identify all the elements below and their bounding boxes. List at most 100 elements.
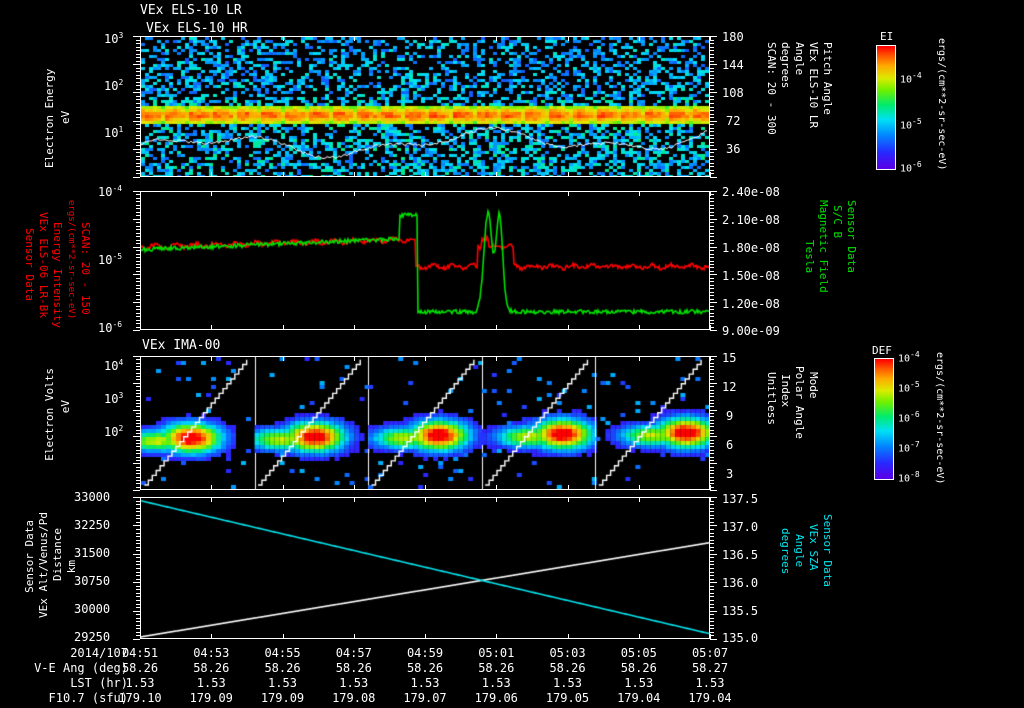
footer-time-7: 05:05 bbox=[620, 646, 657, 660]
panel2-xtick bbox=[211, 325, 212, 330]
panel1-y2tick-3: 72 bbox=[726, 114, 741, 128]
panel4-tick bbox=[136, 543, 140, 545]
panel4-tick bbox=[136, 628, 140, 630]
panel1-ytick-1: 102 bbox=[104, 78, 124, 93]
panel4-tick bbox=[136, 504, 140, 506]
footer-lst-8: 1.53 bbox=[695, 676, 725, 690]
panel2-tick bbox=[710, 281, 714, 283]
panel3-tick bbox=[710, 490, 717, 491]
panel3-tick bbox=[710, 372, 714, 374]
panel4-tick bbox=[710, 639, 717, 640]
panel1-y2tick-0: 180 bbox=[722, 30, 744, 44]
panel1-xtick bbox=[211, 36, 212, 41]
panel2-tick bbox=[710, 270, 714, 272]
panel3-tick bbox=[136, 423, 140, 424]
panel4-tick bbox=[710, 578, 714, 580]
panel2-tick bbox=[136, 277, 140, 279]
panel4-xtick bbox=[568, 497, 569, 502]
panel4-plot-area[interactable] bbox=[140, 497, 710, 639]
footer-lst-6: 1.53 bbox=[553, 676, 582, 690]
panel1-xtick bbox=[425, 36, 426, 41]
panel2-right-axis-label-2: S/C B bbox=[831, 205, 844, 239]
panel2-xtick bbox=[211, 191, 212, 196]
panel2-tick bbox=[136, 229, 140, 231]
panel3-y2tick-1: 12 bbox=[722, 380, 737, 394]
panel1-xtick bbox=[211, 172, 212, 177]
panel2-tick bbox=[710, 263, 714, 265]
panel4-tick bbox=[710, 628, 714, 630]
footer-lst-5: 1.53 bbox=[481, 676, 511, 690]
panel1-tick bbox=[710, 159, 714, 161]
panel2-y2tick-1: 2.10e-08 bbox=[722, 213, 780, 227]
panel3-tick bbox=[710, 479, 714, 481]
panel2-tick bbox=[136, 260, 140, 262]
panel3-tick bbox=[136, 459, 140, 461]
panel4-tick bbox=[136, 571, 140, 573]
panel3-tick bbox=[710, 459, 714, 461]
panel3-tick bbox=[136, 416, 140, 418]
panel4-tick bbox=[710, 635, 714, 637]
panel1-tick bbox=[710, 92, 717, 94]
panel4-tick bbox=[136, 514, 140, 516]
panel3-xtick bbox=[568, 356, 569, 361]
panel2-tick bbox=[136, 236, 140, 238]
panel1-tick bbox=[136, 74, 140, 76]
panel4-tick bbox=[710, 624, 714, 626]
footer-f107-7: 179.04 bbox=[617, 691, 661, 705]
panel3-tick bbox=[136, 443, 140, 445]
panel1-tick bbox=[136, 169, 140, 171]
panel3-left-axis-label: Electron Volts bbox=[43, 368, 56, 461]
panel1-right-axis-label-2: VEx ELS-10 LR bbox=[807, 42, 820, 129]
panel2-plot-area[interactable] bbox=[140, 191, 710, 330]
footer-lst-1: 1.53 bbox=[196, 676, 226, 690]
panel3-tick bbox=[710, 466, 714, 468]
panel2-tick bbox=[136, 253, 140, 255]
panel1-tick bbox=[710, 67, 714, 69]
panel2-tick bbox=[710, 284, 714, 286]
panel1-tick bbox=[710, 57, 714, 59]
panel3-plot-area[interactable] bbox=[140, 356, 710, 490]
panel4-tick bbox=[710, 525, 717, 527]
panel3-y2tick-3: 6 bbox=[726, 438, 734, 452]
panel3-tick bbox=[136, 469, 140, 471]
panel2-xtick bbox=[496, 191, 497, 196]
panel3-ytick-2: 102 bbox=[104, 424, 124, 439]
panel4-tick bbox=[136, 631, 140, 633]
panel4-tick bbox=[136, 528, 140, 530]
panel4-xtick bbox=[354, 497, 355, 502]
panel3-tick bbox=[136, 359, 140, 361]
els-spectrogram-canvas bbox=[141, 37, 709, 176]
panel4-y2tick-5: 135.0 bbox=[722, 631, 759, 645]
panel3-tick bbox=[136, 366, 140, 368]
panel3-xtick bbox=[496, 356, 497, 361]
panel3-xtick bbox=[211, 356, 212, 361]
panel4-tick bbox=[710, 631, 714, 633]
panel4-tick bbox=[136, 635, 140, 637]
panel2-y2tick-2: 1.80e-08 bbox=[722, 241, 780, 255]
panel2-tick bbox=[710, 239, 714, 241]
panel3-colorbar-canvas bbox=[875, 359, 893, 479]
panel2-left-axis-label-1: Sensor Data bbox=[23, 228, 36, 301]
panel4-y2tick-1: 137.0 bbox=[722, 520, 759, 534]
panel2-y2tick-4: 1.20e-08 bbox=[722, 297, 780, 311]
panel4-tick bbox=[136, 511, 140, 513]
panel1-xtick bbox=[568, 172, 569, 177]
panel4-y2tick-4: 135.5 bbox=[722, 604, 759, 618]
panel1-plot-area[interactable] bbox=[140, 36, 710, 177]
panel3-xtick bbox=[425, 485, 426, 490]
panel4-tick bbox=[133, 582, 140, 584]
panel2-tick bbox=[710, 330, 717, 331]
panel1-tick bbox=[710, 152, 714, 154]
panel1-tick bbox=[136, 131, 140, 133]
panel4-tick bbox=[136, 575, 140, 577]
panel3-y2tick-2: 9 bbox=[726, 409, 734, 423]
panel3-tick bbox=[136, 402, 140, 404]
panel3-right-axis-label-4: Unitless bbox=[765, 372, 778, 425]
panel2-tick bbox=[710, 305, 714, 307]
panel3-tick bbox=[136, 433, 140, 435]
panel3-left-axis-unit: eV bbox=[59, 400, 72, 414]
panel3-xtick bbox=[710, 356, 711, 361]
panel1-xtick bbox=[639, 36, 640, 41]
footer-lst-2: 1.53 bbox=[268, 676, 297, 690]
panel1-xtick bbox=[354, 36, 355, 41]
